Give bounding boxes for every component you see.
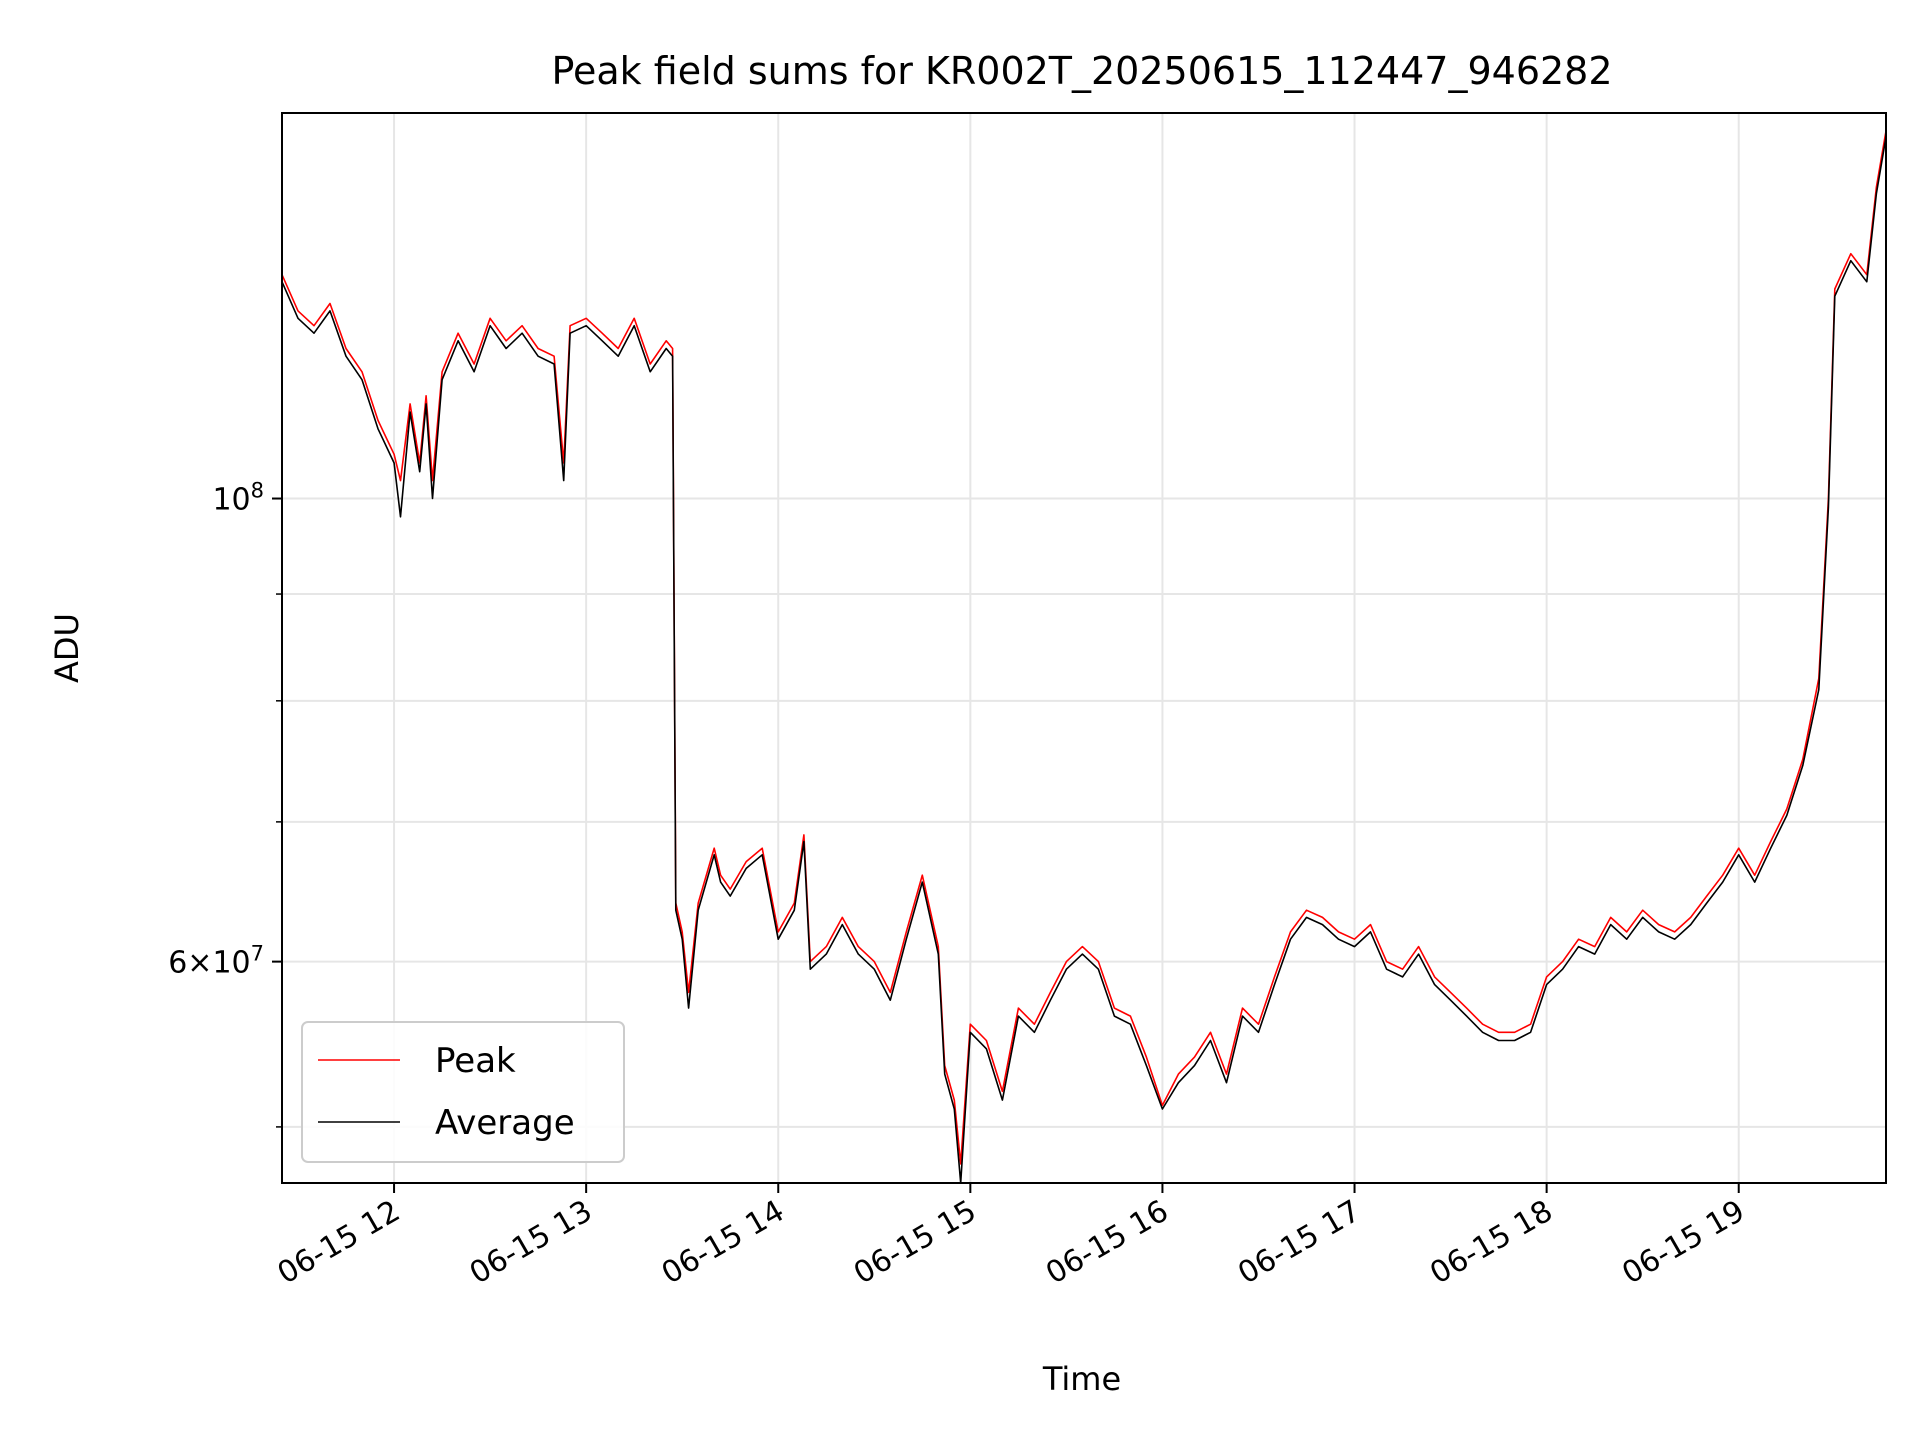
legend-box bbox=[301, 1021, 625, 1163]
y-tick-label: 6×107 bbox=[168, 942, 264, 981]
legend-label-peak: Peak bbox=[435, 1041, 516, 1081]
y-axis-label: ADU bbox=[48, 613, 86, 683]
grid-layer bbox=[282, 113, 1886, 1183]
series-line-average bbox=[282, 136, 1886, 1183]
series-line-peak bbox=[282, 130, 1886, 1165]
plot-frame bbox=[281, 112, 1887, 1184]
chart-title: Peak field sums for KR002T_20250615_1124… bbox=[551, 49, 1612, 93]
series-layer bbox=[282, 130, 1886, 1183]
legend: Peak Average bbox=[301, 1021, 625, 1163]
x-axis-label: Time bbox=[1042, 1360, 1121, 1398]
legend-label-average: Average bbox=[435, 1103, 575, 1143]
